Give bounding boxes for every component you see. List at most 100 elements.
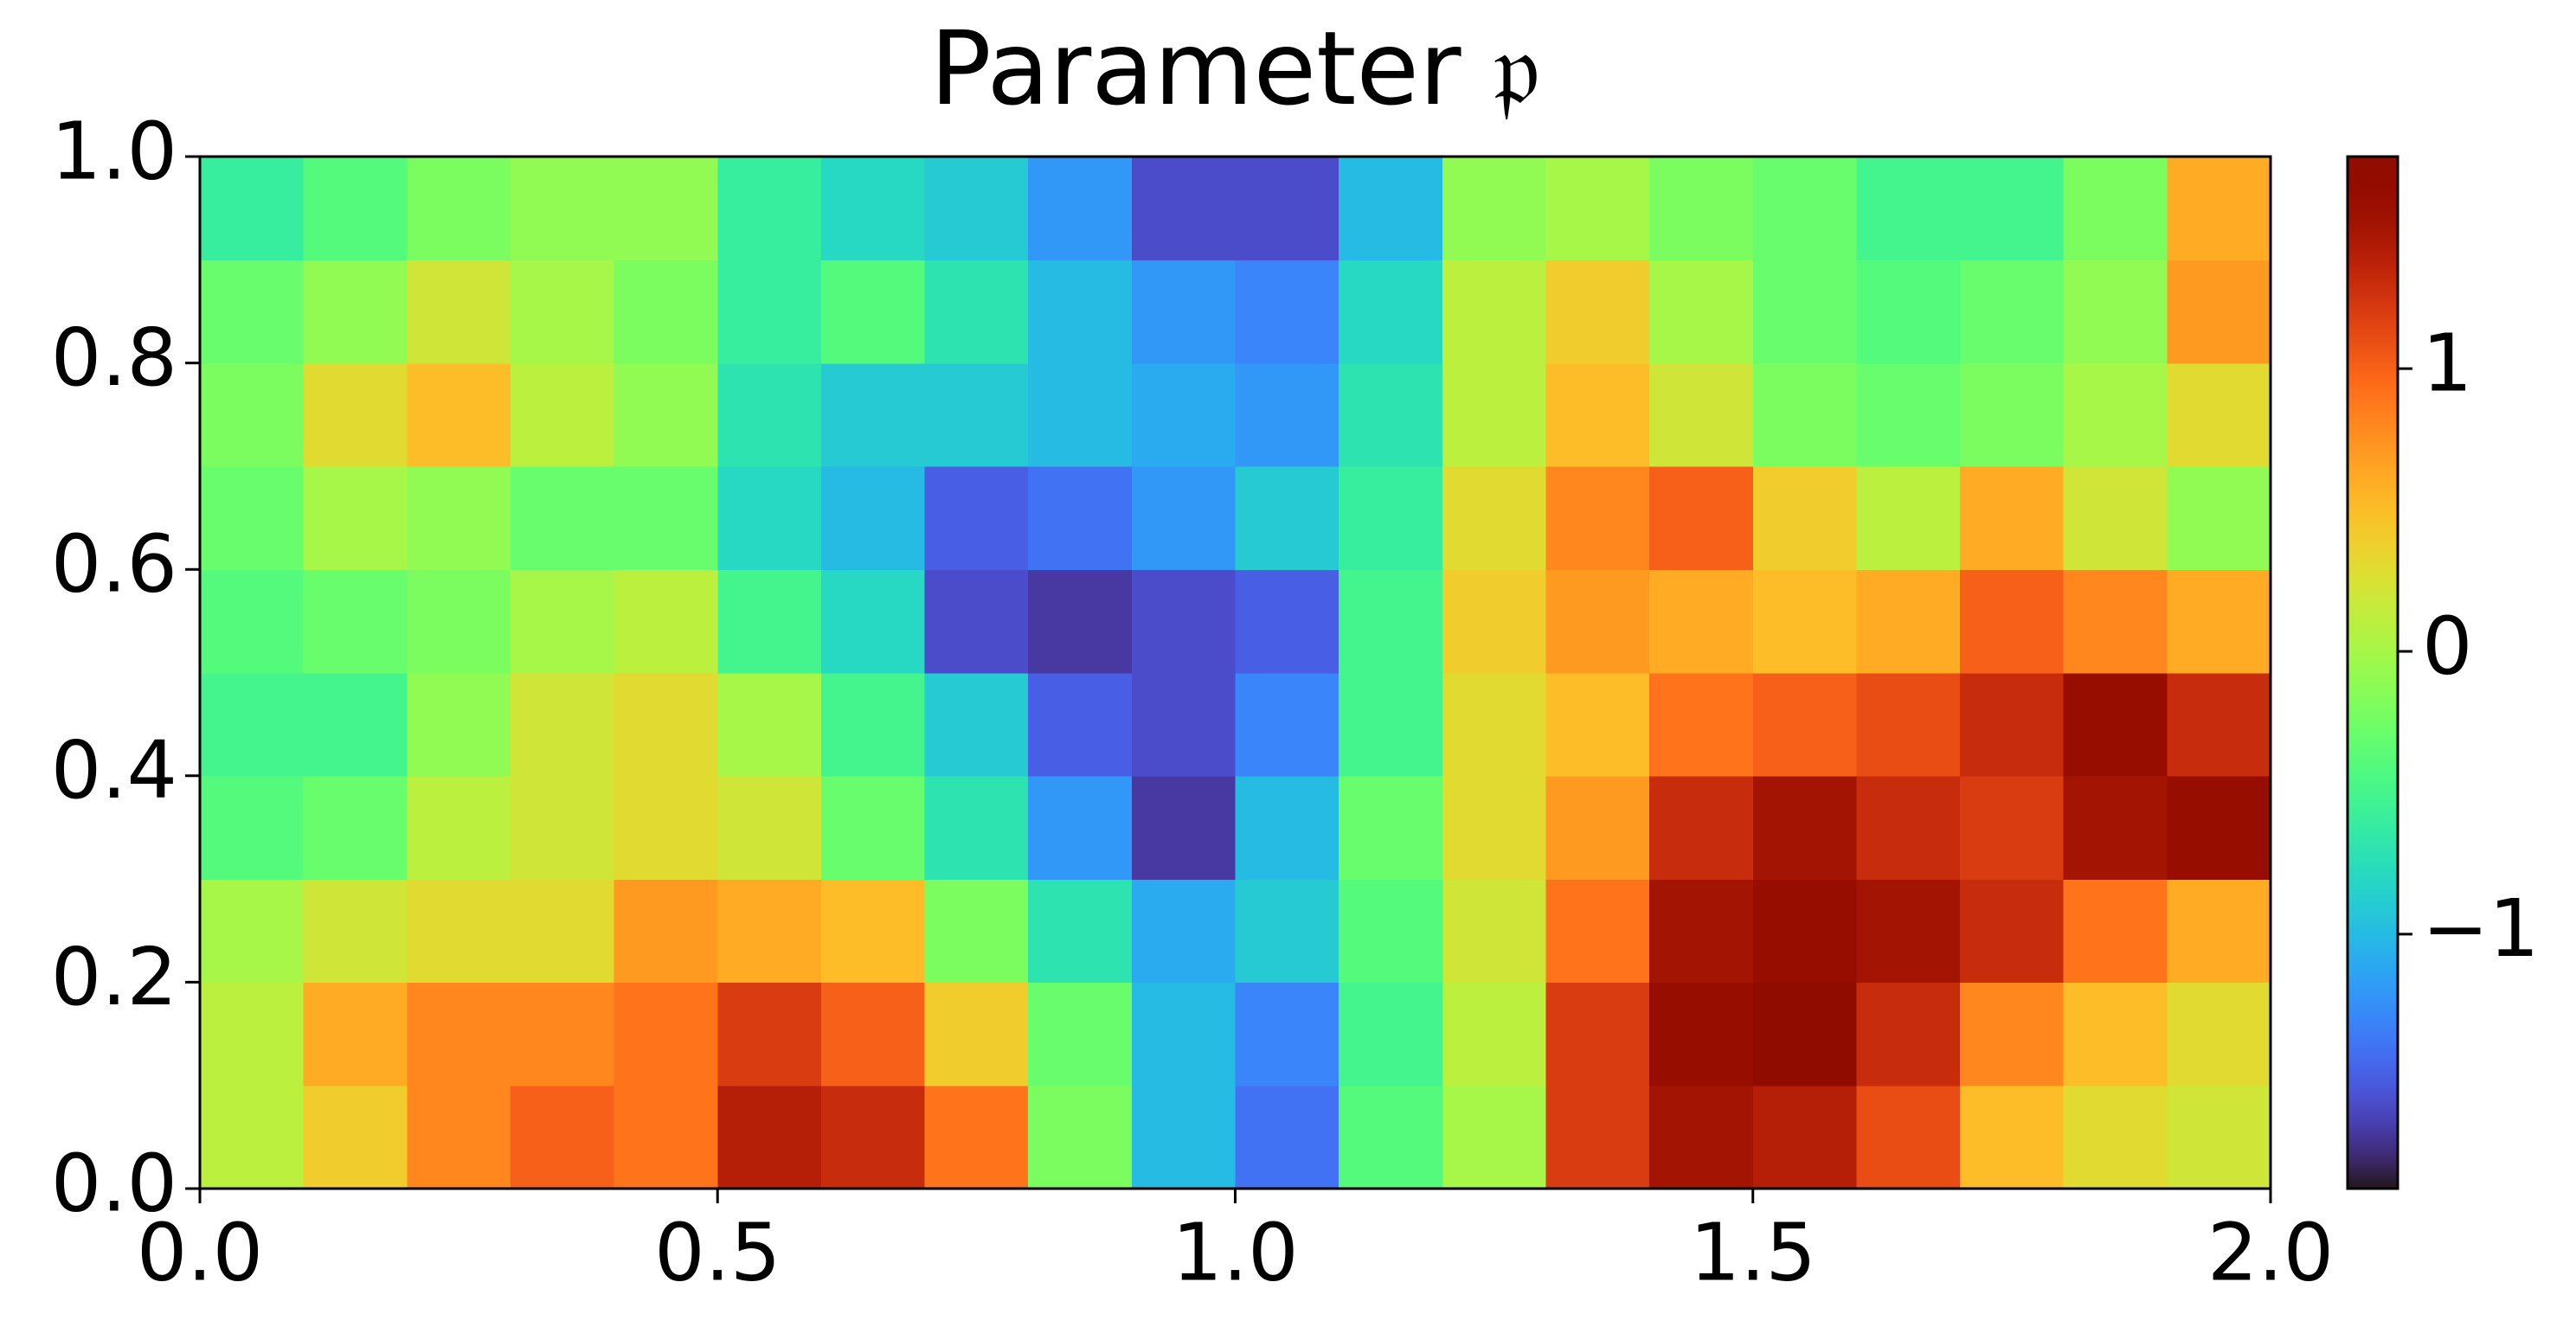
heatmap-cell bbox=[2167, 362, 2271, 467]
heatmap-cell bbox=[510, 569, 615, 674]
heatmap-cell bbox=[1960, 362, 2065, 467]
x-tick-label: 0.0 bbox=[137, 1206, 263, 1298]
heatmap-cell bbox=[1235, 775, 1339, 880]
heatmap-cell bbox=[303, 672, 408, 777]
heatmap-cell bbox=[2063, 465, 2168, 570]
heatmap-cell bbox=[1339, 260, 1443, 364]
heatmap-cell bbox=[820, 465, 926, 570]
heatmap-cell bbox=[200, 465, 305, 570]
heatmap-cell bbox=[717, 569, 822, 674]
heatmap-cell bbox=[1545, 672, 1650, 777]
heatmap-cell bbox=[1856, 879, 1961, 984]
heatmap-cell bbox=[1131, 672, 1237, 777]
heatmap-cell bbox=[407, 260, 511, 364]
heatmap-cell bbox=[613, 260, 719, 364]
heatmap-cell bbox=[2167, 775, 2271, 880]
heatmap-cell bbox=[407, 569, 511, 674]
heatmap-cell bbox=[510, 157, 615, 261]
heatmap-cell bbox=[1856, 362, 1961, 467]
heatmap-cell bbox=[1960, 982, 2065, 1087]
heatmap-cell bbox=[2167, 879, 2271, 984]
heatmap-cell bbox=[303, 465, 408, 570]
heatmap-cell bbox=[200, 362, 305, 467]
heatmap-cell bbox=[1131, 157, 1237, 261]
heatmap-cell bbox=[1339, 362, 1443, 467]
heatmap-cell bbox=[1960, 1085, 2065, 1189]
heatmap-cell bbox=[1131, 465, 1237, 570]
y-tick-label: 1.0 bbox=[51, 105, 177, 197]
heatmap-cell bbox=[1235, 362, 1339, 467]
heatmap-cell bbox=[1545, 157, 1650, 261]
heatmap-cell bbox=[1649, 465, 1754, 570]
heatmap-cell bbox=[820, 879, 926, 984]
heatmap-cell bbox=[2063, 775, 2168, 880]
colorbar-tick-label: 0 bbox=[2422, 599, 2473, 692]
x-tick-label: 1.0 bbox=[1172, 1206, 1298, 1298]
heatmap-cell bbox=[1545, 775, 1650, 880]
heatmap-cell bbox=[200, 775, 305, 880]
heatmap-cell bbox=[200, 569, 305, 674]
heatmap-cell bbox=[1028, 672, 1133, 777]
heatmap-cell bbox=[820, 260, 926, 364]
heatmap-cell bbox=[1235, 569, 1339, 674]
heatmap-cell bbox=[2063, 260, 2168, 364]
colorbar-tick-label: −1 bbox=[2422, 882, 2540, 975]
heatmap-cell bbox=[1131, 879, 1237, 984]
heatmap-cell bbox=[303, 260, 408, 364]
heatmap-cell bbox=[303, 775, 408, 880]
heatmap-cell bbox=[303, 362, 408, 467]
heatmap-cell bbox=[2063, 569, 2168, 674]
x-tick-label: 0.5 bbox=[654, 1206, 781, 1298]
heatmap-cell bbox=[1649, 982, 1754, 1087]
heatmap-cell bbox=[510, 672, 615, 777]
heatmap-cell bbox=[2167, 569, 2271, 674]
heatmap-cell bbox=[1545, 465, 1650, 570]
heatmap-cell bbox=[1028, 775, 1133, 880]
heatmap-cell bbox=[1856, 569, 1961, 674]
heatmap-cell bbox=[1649, 1085, 1754, 1189]
heatmap-cell bbox=[200, 672, 305, 777]
heatmap-cell bbox=[1545, 362, 1650, 467]
heatmap-cell bbox=[717, 1085, 822, 1189]
heatmap-cell bbox=[1856, 157, 1961, 261]
heatmap-cell bbox=[613, 775, 719, 880]
heatmap-cell bbox=[1131, 260, 1237, 364]
heatmap-cell bbox=[1442, 672, 1547, 777]
heatmap-cell bbox=[1028, 879, 1133, 984]
heatmap-cell bbox=[1960, 672, 2065, 777]
heatmap-cell bbox=[717, 362, 822, 467]
heatmap-cell bbox=[924, 260, 1029, 364]
heatmap-cell bbox=[510, 982, 615, 1087]
heatmap-cell bbox=[2167, 157, 2271, 261]
heatmap-cell bbox=[820, 157, 926, 261]
heatmap-cell bbox=[1339, 157, 1443, 261]
heatmap-cell bbox=[820, 982, 926, 1087]
heatmap-cell bbox=[1649, 362, 1754, 467]
heatmap-cell bbox=[1649, 569, 1754, 674]
heatmap-cell bbox=[1339, 672, 1443, 777]
heatmap-cell bbox=[1442, 465, 1547, 570]
heatmap-cell bbox=[1960, 879, 2065, 984]
heatmap-cell bbox=[1545, 1085, 1650, 1189]
heatmap-cell bbox=[820, 775, 926, 880]
heatmap-cell bbox=[1442, 157, 1547, 261]
heatmap-cell bbox=[717, 260, 822, 364]
heatmap-cell bbox=[303, 879, 408, 984]
heatmap-cell bbox=[1856, 1085, 1961, 1189]
y-tick-label: 0.8 bbox=[51, 311, 177, 404]
heatmap-cell bbox=[1545, 569, 1650, 674]
heatmap-cell bbox=[1131, 362, 1237, 467]
heatmap-cell bbox=[613, 1085, 719, 1189]
heatmap-cell bbox=[303, 1085, 408, 1189]
heatmap-cell bbox=[717, 465, 822, 570]
heatmap-cell bbox=[2063, 157, 2168, 261]
heatmap-cell bbox=[613, 879, 719, 984]
heatmap-cell bbox=[407, 879, 511, 984]
heatmap-cell bbox=[1752, 157, 1858, 261]
heatmap-cell bbox=[303, 982, 408, 1087]
heatmap-cell bbox=[1028, 260, 1133, 364]
x-tick-label: 1.5 bbox=[1690, 1206, 1816, 1298]
heatmap-cell bbox=[1752, 569, 1858, 674]
heatmap-cell bbox=[200, 1085, 305, 1189]
